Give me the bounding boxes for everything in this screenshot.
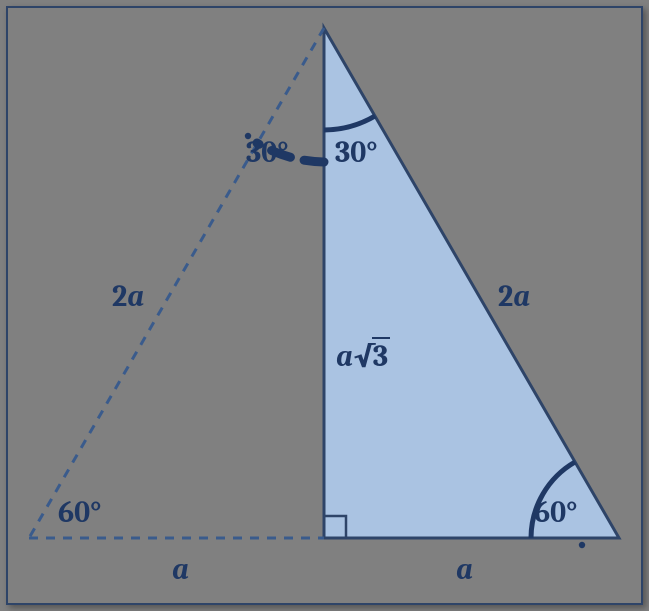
- label-base-right: a: [456, 555, 473, 585]
- label-angle-bottom-left: 60°: [58, 498, 101, 528]
- height-root-arg: 3: [372, 337, 390, 374]
- label-angle-bottom-right: 60°: [534, 498, 577, 528]
- base-left-var: a: [172, 552, 189, 587]
- label-angle-top-left: 30°: [246, 138, 289, 168]
- height-var: a: [336, 339, 353, 374]
- side-left-var: a: [127, 279, 144, 314]
- diagram-container: 30° 30° 60° 60° 2a 2a a√3 a a: [0, 0, 649, 611]
- label-side-left: 2a: [112, 282, 144, 312]
- side-right-var: a: [513, 279, 530, 314]
- base-right-var: a: [456, 552, 473, 587]
- label-angle-top-right: 30°: [335, 138, 378, 168]
- label-base-left: a: [172, 555, 189, 585]
- side-right-coeff: 2: [498, 279, 513, 314]
- label-height: a√3: [336, 342, 390, 372]
- label-side-right: 2a: [498, 282, 530, 312]
- sqrt-icon: √3: [353, 342, 390, 372]
- side-left-coeff: 2: [112, 279, 127, 314]
- bottom-right-dot: [579, 542, 585, 548]
- left-hypotenuse-dashed: [29, 28, 324, 538]
